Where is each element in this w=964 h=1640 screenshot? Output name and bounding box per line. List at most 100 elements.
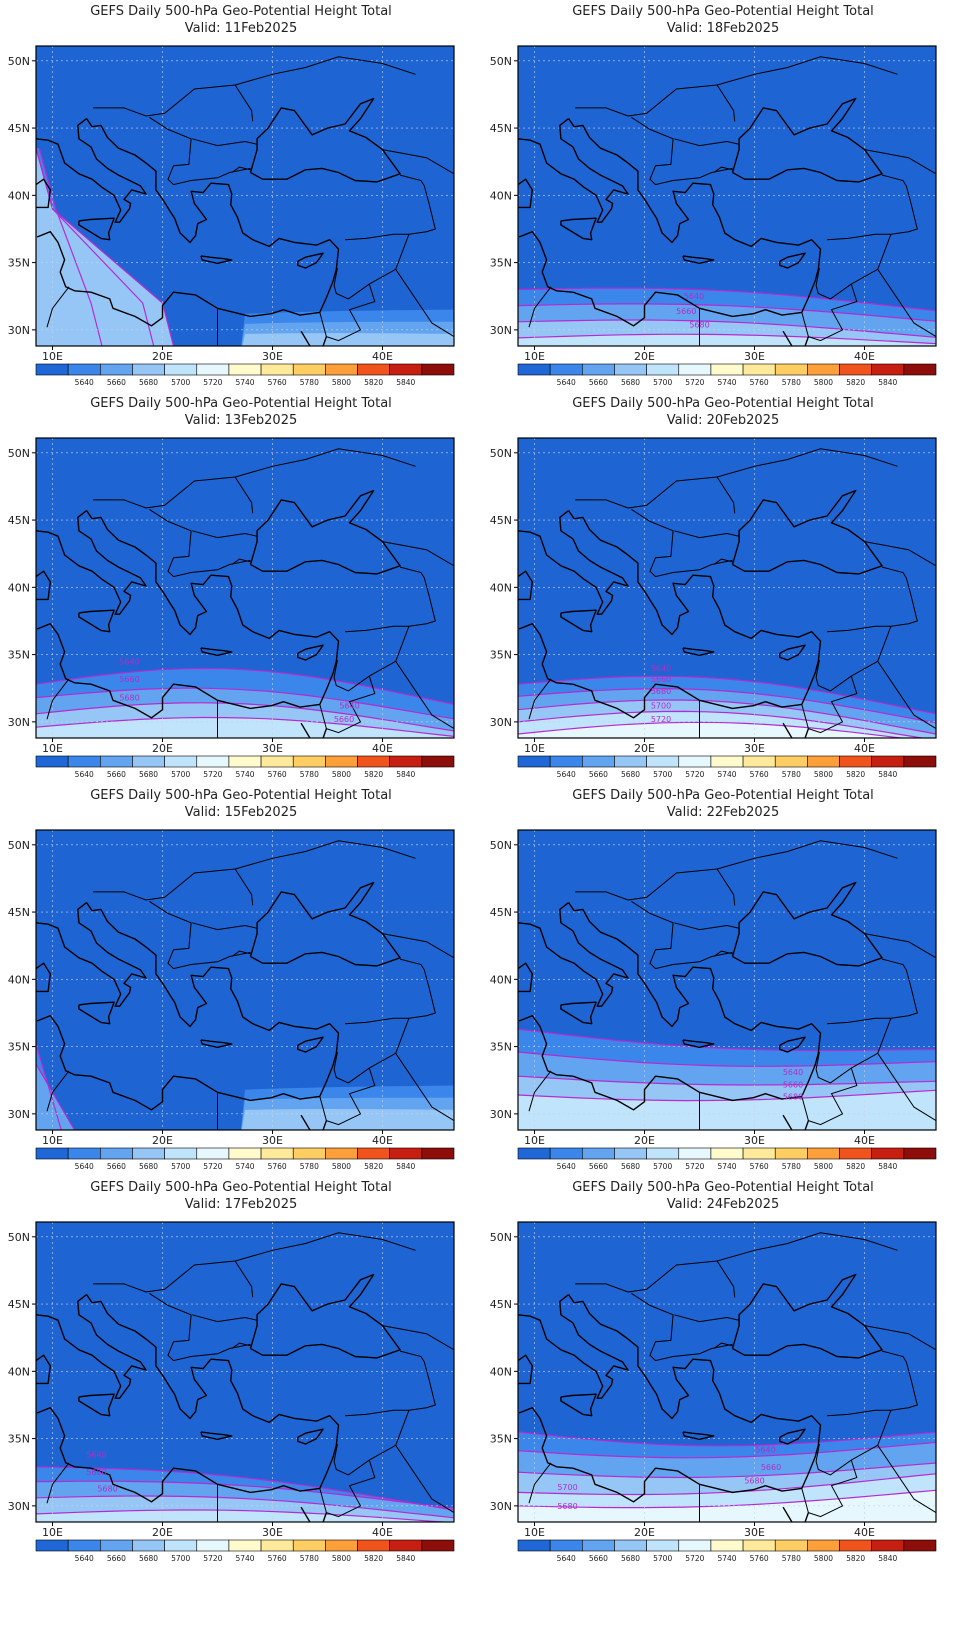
contour-line <box>36 702 454 732</box>
country-border <box>345 174 436 241</box>
country-border <box>319 1488 327 1513</box>
coastline <box>200 255 233 264</box>
lon-tick-label: 40E <box>854 350 875 363</box>
coastline <box>36 1294 340 1503</box>
country-border <box>674 138 740 147</box>
country-border <box>713 1342 733 1349</box>
lat-tick-label: 45N <box>8 122 30 135</box>
colorbar-label: 5820 <box>364 770 383 779</box>
map-canvas: 5640 5660 5680 50N 45N 40N 35N 30N 10E 20E 30E 40E 5… <box>8 1221 455 1563</box>
colorbar-segment <box>839 755 872 768</box>
colorbar-label: 5820 <box>846 1162 865 1171</box>
panel-title: GEFS Daily 500-hPa Geo-Potential Height … <box>572 396 874 411</box>
country-border <box>716 840 898 870</box>
colorbar-segment <box>35 755 69 768</box>
country-border <box>326 1067 376 1126</box>
colorbar-segment <box>710 1147 744 1160</box>
colorbar-label: 5700 <box>653 1162 672 1171</box>
contour-label: 5660 <box>783 1080 803 1089</box>
colorbar-label: 5840 <box>878 1554 897 1563</box>
coastline <box>36 118 340 327</box>
lat-tick-label: 50N <box>490 839 512 852</box>
colorbar-segment <box>646 363 680 376</box>
contour-label: 5660 <box>334 715 354 724</box>
colorbar-segment <box>164 1147 198 1160</box>
lon-tick-label: 30E <box>262 742 283 755</box>
coastline <box>300 1506 311 1522</box>
contour-label: 5660 <box>651 675 671 684</box>
map-panel: 5640 5660 5680 5700 5720 50N 45N 40N 35N 30N 10E 20… <box>482 392 964 802</box>
colorbar-segment <box>67 1147 101 1160</box>
country-border <box>326 675 376 734</box>
colorbar-label: 5780 <box>300 770 319 779</box>
colorbar-segment <box>742 755 776 768</box>
country-border <box>93 84 254 122</box>
colorbar-label: 5720 <box>685 378 704 387</box>
colorbar-segment <box>871 755 905 768</box>
colorbar-segment <box>678 1539 712 1552</box>
country-border <box>877 1053 936 1122</box>
panel-title: GEFS Daily 500-hPa Geo-Potential Height … <box>90 396 392 411</box>
coastline <box>782 1506 793 1522</box>
map-canvas: 50N 45N 40N 35N 30N 10E 20E 30E 40E 5640 5660 5680 5… <box>8 829 455 1171</box>
colorbar-label: 5740 <box>717 1554 736 1563</box>
map-canvas: 50N 45N 40N 35N 30N 10E 20E 30E 40E 5640 5660 5680 5… <box>8 45 455 387</box>
panel-valid-date: Valid: 15Feb2025 <box>184 805 298 820</box>
lat-tick-label: 40N <box>8 1365 30 1378</box>
colorbar-label: 5660 <box>107 378 126 387</box>
contour-label: 5700 <box>557 1483 577 1492</box>
country-border <box>234 448 416 478</box>
colorbar-segment <box>903 1539 937 1552</box>
lat-tick-label: 35N <box>8 1433 30 1446</box>
colorbar-label: 5640 <box>75 378 94 387</box>
colorbar-segment <box>325 1147 358 1160</box>
coastline <box>804 336 810 346</box>
country-border <box>716 1232 898 1262</box>
lon-tick-label: 40E <box>854 742 875 755</box>
lon-tick-label: 30E <box>262 1526 283 1539</box>
country-border <box>716 56 898 86</box>
lat-tick-label: 50N <box>8 839 30 852</box>
coastline <box>36 962 51 993</box>
panel-valid-date: Valid: 22Feb2025 <box>666 805 780 820</box>
contour-label: 5640 <box>755 1445 775 1454</box>
colorbar-segment <box>774 1539 808 1552</box>
lon-tick-label: 20E <box>634 742 655 755</box>
colorbar-segment <box>100 1147 133 1160</box>
colorbar-segment <box>549 755 583 768</box>
lat-tick-label: 40N <box>8 581 30 594</box>
coastline <box>682 647 715 656</box>
colorbar-label: 5820 <box>364 378 383 387</box>
country-border <box>827 174 918 241</box>
coastline <box>36 510 147 615</box>
contour-label: 5660 <box>761 1463 781 1472</box>
colorbar-label: 5820 <box>364 1162 383 1171</box>
colorbar-segment <box>260 1539 294 1552</box>
coastline <box>779 644 806 661</box>
country-border <box>528 286 552 328</box>
colorbar-segment <box>710 1539 744 1552</box>
coastline <box>36 510 340 719</box>
map-panel: 5640 5660 5680 50N 45N 40N 35N 30N 10E 20E 30E 40E 5… <box>482 0 964 410</box>
coastline <box>78 1001 115 1025</box>
map-panel: 5640 5660 5680 50N 45N 40N 35N 30N 10E 20E 30E 40E 5… <box>0 1176 482 1586</box>
coastline <box>200 1039 233 1048</box>
coastline <box>78 217 115 241</box>
colorbar-segment <box>871 363 905 376</box>
lon-tick-label: 40E <box>372 742 393 755</box>
colorbar-segment <box>710 755 744 768</box>
colorbar-label: 5660 <box>107 1554 126 1563</box>
country-border <box>149 116 251 186</box>
colorbar-segment <box>839 363 872 376</box>
colorbar-segment <box>646 755 680 768</box>
colorbar-segment <box>67 363 101 376</box>
contour-label: 5680 <box>651 687 671 696</box>
country-border <box>395 1445 454 1514</box>
country-border <box>808 1459 858 1518</box>
contour-label: 5680 <box>783 1092 803 1101</box>
country-border <box>575 84 736 122</box>
country-border <box>827 958 918 1025</box>
coastline <box>518 1294 629 1399</box>
colorbar-segment <box>614 1147 647 1160</box>
map-frame <box>35 437 455 739</box>
